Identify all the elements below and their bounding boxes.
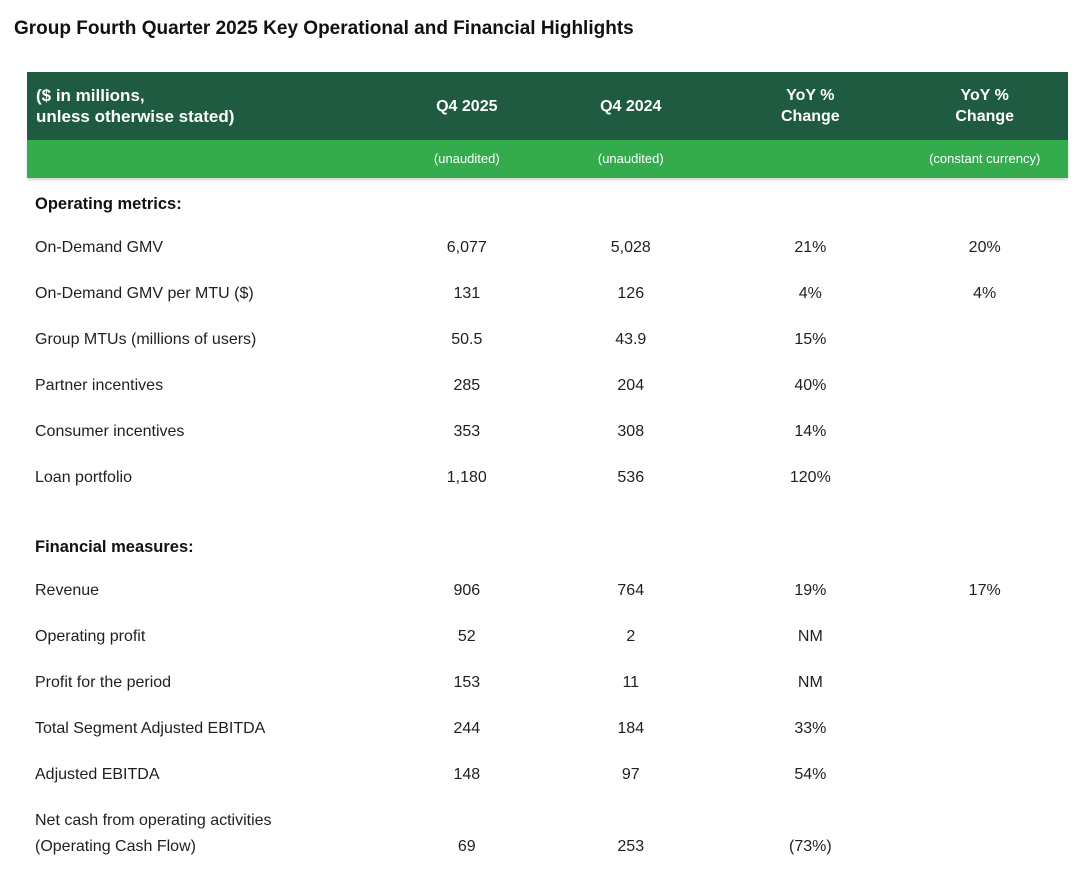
cell-yoy-change: 33% (794, 720, 827, 737)
cell-q4-2025: 131 (453, 285, 481, 302)
table-row: On-Demand GMV 6,077 5,028 21% 20% (27, 225, 1068, 271)
cell-yoy-change: 21% (794, 239, 827, 256)
cell-q4-2024: 5,028 (610, 239, 651, 256)
table-header-row: ($ in millions, unless otherwise stated)… (27, 72, 1068, 140)
cell-yoy-change: 120% (789, 469, 831, 486)
row-label: On-Demand GMV per MTU ($) (35, 285, 254, 302)
table-row: Total Segment Adjusted EBITDA 244 184 33% (27, 706, 1068, 752)
cell-yoy-change: NM (797, 674, 823, 691)
cell-yoy-change-cc (901, 435, 1068, 455)
table-body: Operating metrics: On-Demand GMV 6,077 5,02… (27, 178, 1068, 872)
cell-q4-2025: 50.5 (451, 331, 483, 348)
column-header-yoy-change: YoY % Change (781, 87, 840, 125)
cell-q4-2024: 11 (622, 674, 640, 691)
table-row: Profit for the period 153 11 NM (27, 660, 1068, 706)
cell-q4-2025: 69 (457, 838, 476, 855)
cell-yoy-change-cc: 4% (973, 285, 997, 302)
cell-q4-2024: 536 (617, 469, 645, 486)
cell-q4-2025: 52 (457, 628, 476, 645)
cell-yoy-change-cc (901, 732, 1068, 752)
cell-yoy-change: NM (797, 628, 823, 645)
column-header-q4-2024: Q4 2024 (600, 97, 662, 115)
cell-q4-2024: 2 (626, 628, 636, 645)
cell-q4-2024: 253 (617, 838, 645, 855)
cell-yoy-change-cc: 20% (968, 239, 1001, 256)
row-label: Loan portfolio (35, 469, 132, 486)
unit-note: ($ in millions, unless otherwise stated) (36, 86, 235, 126)
table-row: Group MTUs (millions of users) 50.5 43.9 15… (27, 317, 1068, 363)
table-row: Partner incentives 285 204 40% (27, 363, 1068, 409)
cell-yoy-change-cc (901, 778, 1068, 798)
cell-yoy-change: 14% (794, 423, 827, 440)
section-heading: Financial measures: (35, 538, 194, 556)
row-label: Net cash from operating activities (Oper… (35, 812, 272, 855)
row-label: Partner incentives (35, 377, 164, 394)
cell-yoy-change-cc (901, 389, 1068, 409)
subheader-constant-currency: (constant currency) (929, 151, 1041, 166)
cell-yoy-change-cc (901, 850, 1068, 870)
row-label: Operating profit (35, 628, 146, 645)
cell-yoy-change: 40% (794, 377, 827, 394)
page-title: Group Fourth Quarter 2025 Key Operationa… (14, 18, 634, 39)
row-label: Group MTUs (millions of users) (35, 331, 257, 348)
cell-q4-2024: 204 (617, 377, 645, 394)
table-row: Consumer incentives 353 308 14% (27, 409, 1068, 455)
cell-yoy-change: 4% (798, 285, 822, 302)
cell-q4-2024: 43.9 (615, 331, 647, 348)
row-label: Total Segment Adjusted EBITDA (35, 720, 266, 737)
subheader-empty (719, 150, 901, 168)
cell-yoy-change-cc (901, 481, 1068, 501)
cell-q4-2024: 184 (617, 720, 645, 737)
cell-q4-2024: 97 (621, 766, 640, 783)
subheader-spacer (27, 150, 391, 168)
row-label: Adjusted EBITDA (35, 766, 160, 783)
cell-yoy-change: 54% (794, 766, 827, 783)
cell-yoy-change-cc (901, 343, 1068, 363)
cell-yoy-change: 19% (794, 582, 827, 599)
table-row: Revenue 906 764 19% 17% (27, 568, 1068, 614)
cell-yoy-change-cc (901, 686, 1068, 706)
cell-q4-2025: 148 (453, 766, 481, 783)
table-row: Net cash from operating activities (Oper… (27, 798, 1068, 870)
row-label: On-Demand GMV (35, 239, 164, 256)
cell-q4-2025: 1,180 (446, 469, 487, 486)
table-subheader-row: (unaudited) (unaudited) (constant curren… (27, 140, 1068, 178)
column-header-q4-2025: Q4 2025 (436, 97, 498, 115)
cell-yoy-change: 15% (794, 331, 827, 348)
row-label: Consumer incentives (35, 423, 185, 440)
cell-q4-2025: 285 (453, 377, 481, 394)
cell-q4-2025: 906 (453, 582, 481, 599)
cell-q4-2024: 308 (617, 423, 645, 440)
highlights-table: ($ in millions, unless otherwise stated)… (27, 72, 1068, 872)
cell-q4-2024: 126 (617, 285, 645, 302)
column-header-yoy-change-cc: YoY % Change (955, 87, 1015, 125)
subheader-unaudited-q4-2024: (unaudited) (597, 151, 664, 166)
cell-yoy-change-cc: 17% (968, 582, 1001, 599)
table-row: Loan portfolio 1,180 536 120% (27, 455, 1068, 501)
cell-q4-2025: 6,077 (446, 239, 487, 256)
cell-q4-2025: 153 (453, 674, 481, 691)
cell-q4-2025: 353 (453, 423, 481, 440)
cell-yoy-change-cc (901, 640, 1068, 660)
cell-yoy-change: (73%) (788, 838, 832, 855)
table-row: Operating profit 52 2 NM (27, 614, 1068, 660)
table-row: On-Demand GMV per MTU ($) 131 126 4% 4% (27, 271, 1068, 317)
cell-q4-2025: 244 (453, 720, 481, 737)
subheader-unaudited-q4-2025: (unaudited) (433, 151, 500, 166)
table-row: Adjusted EBITDA 148 97 54% (27, 752, 1068, 798)
section-heading: Operating metrics: (35, 195, 182, 213)
row-label: Revenue (35, 582, 100, 599)
row-label: Profit for the period (35, 674, 172, 691)
cell-q4-2024: 764 (617, 582, 645, 599)
